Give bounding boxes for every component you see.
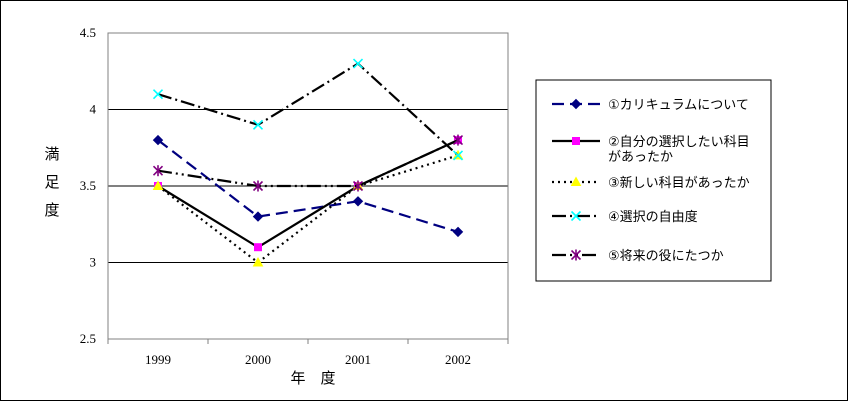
x-tick-label: 2002	[445, 352, 471, 367]
x-tick-label: 1999	[145, 352, 171, 367]
x-axis-ticks: 1999 2000 2001 2002	[107, 339, 509, 367]
data-point	[152, 134, 164, 146]
x-tick-label: 2001	[345, 352, 371, 367]
legend-item: ④選択の自由度	[552, 209, 698, 225]
series-2	[154, 136, 462, 252]
y-tick-label: 4.5	[80, 25, 96, 40]
series-4	[152, 58, 464, 161]
legend-item: ①カリキュラムについて	[552, 98, 749, 113]
data-point	[152, 165, 164, 177]
y-axis-ticks: 2.5 3 3.5 4 4.5	[80, 25, 97, 346]
series-line	[157, 139, 459, 188]
data-point	[252, 180, 264, 192]
data-point	[352, 180, 364, 192]
legend-swatch-marker	[572, 137, 580, 145]
y-label-char: 足	[44, 173, 59, 191]
legend-swatch-marker	[570, 249, 582, 261]
series-lines	[152, 58, 464, 267]
data-point	[352, 196, 364, 207]
series-line	[157, 139, 459, 249]
legend-swatch-marker	[570, 98, 582, 110]
legend-label: ②自分の選択したい科目	[608, 135, 750, 150]
legend-item: ⑤将来の役にたつか	[552, 249, 724, 264]
y-tick-label: 2.5	[80, 331, 96, 346]
data-point	[252, 256, 264, 267]
data-point	[452, 226, 464, 238]
legend-label: があったか	[608, 150, 673, 165]
data-point	[452, 134, 464, 146]
legend-swatch-marker	[570, 176, 582, 186]
legend-item: ③新しい科目があったか	[552, 175, 750, 191]
data-point	[252, 211, 264, 222]
y-label-char: 満	[44, 145, 59, 163]
series-3	[152, 149, 464, 267]
y-tick-label: 4	[90, 102, 97, 117]
x-axis-label: 年 度	[290, 369, 335, 387]
data-point	[252, 119, 264, 130]
legend-label: ④選択の自由度	[608, 209, 698, 225]
data-point	[352, 58, 364, 69]
y-label-char: 度	[44, 201, 59, 219]
series-1	[152, 134, 464, 238]
legend-label: ⑤将来の役にたつか	[608, 249, 724, 264]
x-tick-label: 2000	[245, 352, 271, 367]
series-line	[157, 62, 459, 157]
legend-swatch-marker	[570, 210, 582, 222]
y-tick-label: 3	[90, 255, 97, 270]
y-axis-label: 満足度	[44, 145, 59, 219]
data-point	[152, 180, 164, 190]
legend-label: ①カリキュラムについて	[608, 98, 749, 113]
data-point	[254, 243, 262, 252]
y-tick-label: 3.5	[80, 178, 96, 193]
series-line	[157, 154, 459, 264]
data-point	[152, 89, 164, 100]
data-point	[452, 150, 464, 161]
series-5	[152, 134, 464, 192]
series-line	[157, 139, 459, 233]
legend-label: ③新しい科目があったか	[608, 175, 750, 191]
